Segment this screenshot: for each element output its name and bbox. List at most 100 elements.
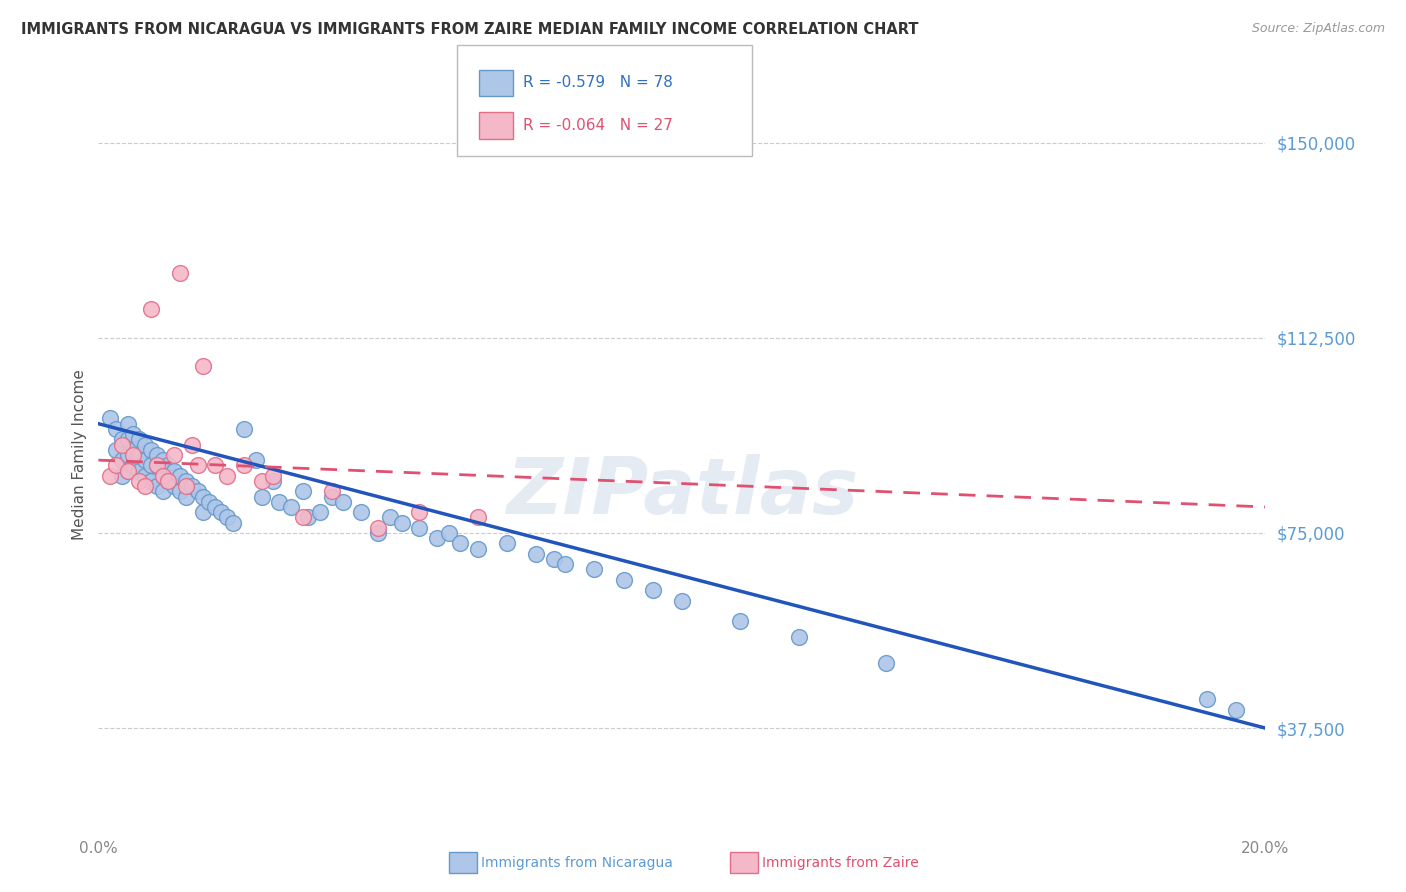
Point [152,453,174,467]
Point [180,479,202,493]
Point [198,494,221,508]
Point [332,494,354,508]
Point [139,458,162,473]
Point [169,468,191,483]
Point [128,464,150,478]
Point [787,630,810,644]
Point [449,536,471,550]
Point [117,448,139,462]
Point [671,593,693,607]
Text: R = -0.064   N = 27: R = -0.064 N = 27 [523,119,673,133]
Point [204,458,226,473]
Point [146,458,169,473]
Point [117,464,139,478]
Point [111,432,134,446]
Point [139,474,162,488]
Point [134,479,156,493]
Point [146,458,169,473]
Point [174,490,197,504]
Point [157,458,180,473]
Text: Source: ZipAtlas.com: Source: ZipAtlas.com [1251,22,1385,36]
Point [321,484,343,499]
Point [221,516,243,530]
Point [204,500,226,514]
Point [583,562,606,576]
Point [391,516,413,530]
Point [98,411,121,425]
Point [641,583,664,598]
Point [554,557,576,572]
Point [209,505,232,519]
Point [169,266,191,280]
Point [467,510,489,524]
Point [169,484,191,499]
Point [174,474,197,488]
Point [215,510,238,524]
Point [350,505,373,519]
Point [117,432,139,446]
Point [122,458,145,473]
Point [309,505,332,519]
Point [193,505,215,519]
Point [250,490,273,504]
Point [408,505,430,519]
Point [104,442,127,457]
Point [111,437,134,451]
Point [139,302,162,317]
Point [117,417,139,431]
Point [134,453,156,467]
Point [437,526,460,541]
Point [367,521,389,535]
Point [146,479,169,493]
Point [233,422,256,436]
Point [146,448,169,462]
Point [180,437,202,451]
Point [269,494,291,508]
Point [152,468,174,483]
Text: Immigrants from Zaire: Immigrants from Zaire [762,855,918,870]
Point [875,656,897,670]
Point [187,484,209,499]
Point [152,468,174,483]
Point [163,464,186,478]
Point [193,359,215,374]
Text: ZIPatlas: ZIPatlas [506,454,858,531]
Point [134,468,156,483]
Point [163,448,186,462]
Point [262,474,284,488]
Point [128,432,150,446]
Point [152,484,174,499]
Point [321,490,343,504]
Text: Immigrants from Nicaragua: Immigrants from Nicaragua [481,855,672,870]
Point [367,526,389,541]
Point [174,479,197,493]
Point [262,468,284,483]
Y-axis label: Median Family Income: Median Family Income [72,369,87,541]
Point [280,500,302,514]
Point [122,448,145,462]
Point [291,484,314,499]
Point [122,442,145,457]
Point [139,442,162,457]
Point [157,474,180,488]
Point [104,422,127,436]
Point [128,448,150,462]
Text: IMMIGRANTS FROM NICARAGUA VS IMMIGRANTS FROM ZAIRE MEDIAN FAMILY INCOME CORRELAT: IMMIGRANTS FROM NICARAGUA VS IMMIGRANTS … [21,22,918,37]
Point [111,453,134,467]
Point [730,615,752,629]
Point [543,552,565,566]
Point [122,427,145,442]
Point [134,437,156,451]
Point [111,468,134,483]
Point [233,458,256,473]
Point [245,453,267,467]
Point [1195,692,1218,706]
Point [408,521,430,535]
Point [117,464,139,478]
Point [291,510,314,524]
Point [98,468,121,483]
Point [426,531,449,545]
Point [524,547,547,561]
Point [163,479,186,493]
Point [612,573,634,587]
